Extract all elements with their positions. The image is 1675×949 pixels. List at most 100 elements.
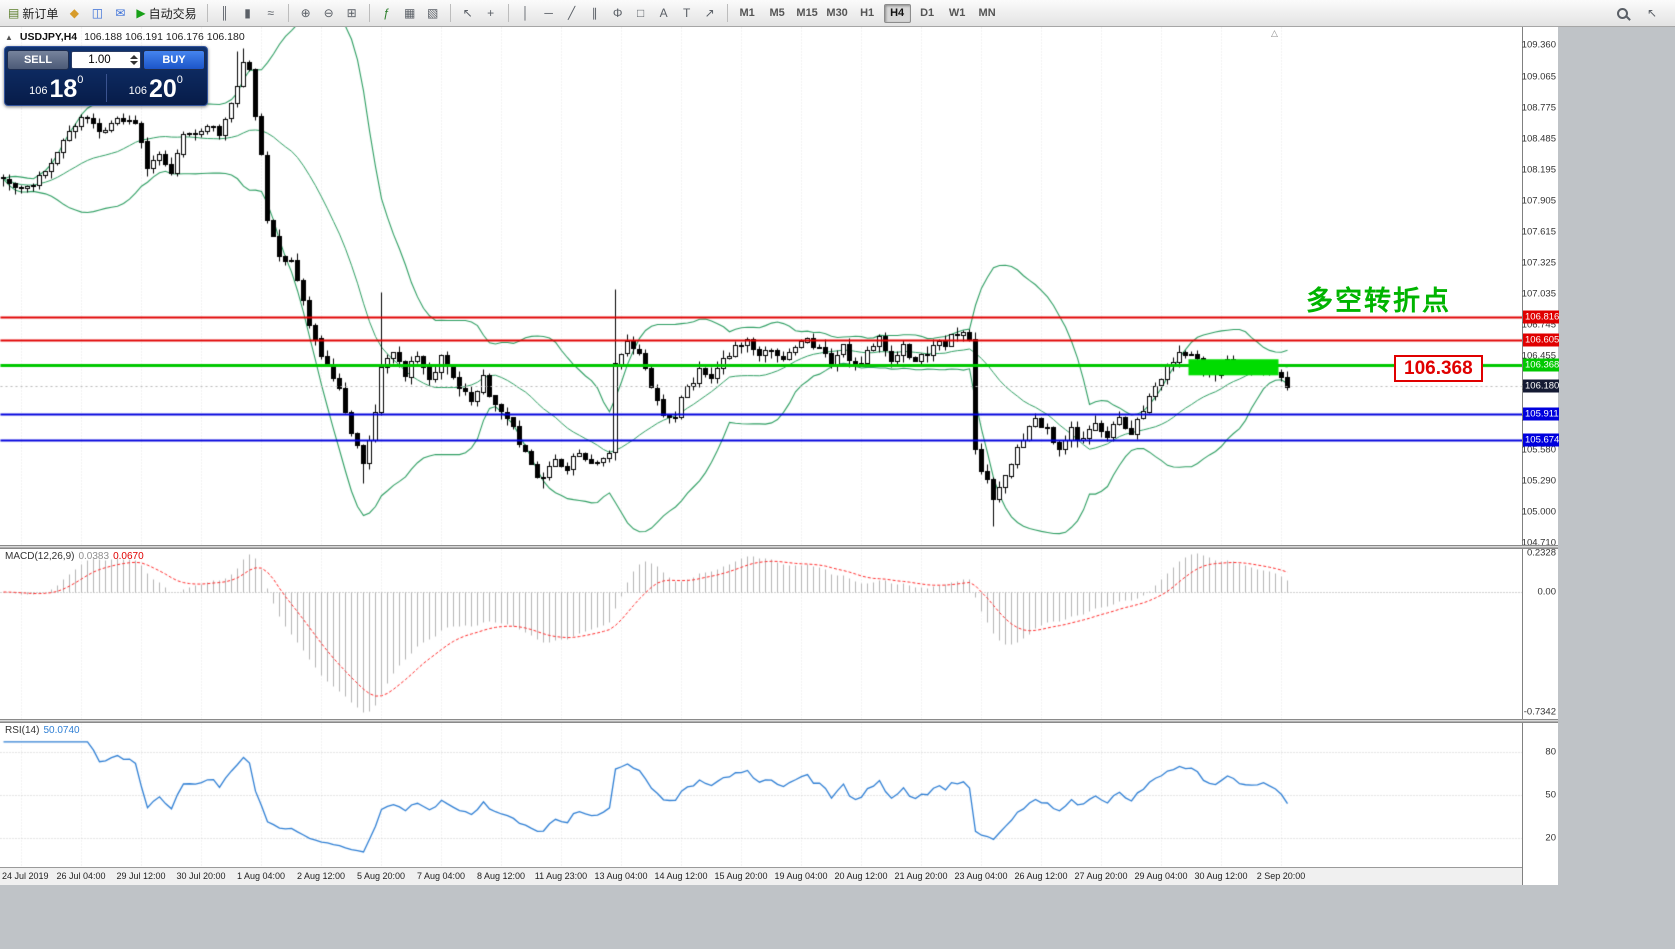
search-icon [1616, 7, 1628, 19]
cursor-tool-button[interactable]: ↖ [1641, 3, 1663, 24]
scale-tick-label: 108.195 [1521, 164, 1556, 176]
time-axis[interactable]: 24 Jul 2019 26 Jul 04:00 29 Jul 12:00 30 Ju… [0, 867, 1522, 885]
trade-panel-prices: 106 18 0 106 20 0 [7, 72, 205, 104]
horizontal-line-icon: ─ [544, 6, 553, 20]
scale-tick-label: 107.615 [1521, 226, 1556, 238]
chat-button[interactable]: ✉ [109, 3, 131, 24]
zoom-out-button[interactable]: ⊖ [318, 3, 340, 24]
volume-value[interactable]: 1.00 [88, 54, 111, 66]
chart-plot-area[interactable] [0, 27, 1522, 867]
time-axis-label: 30 Jul 20:00 [176, 871, 226, 881]
scale-tick-label: 109.065 [1521, 71, 1556, 83]
scale-tick-label: 107.035 [1521, 288, 1556, 300]
crosshair-button[interactable]: + [480, 3, 502, 24]
price-level-tag: 106.816 [1523, 310, 1560, 324]
price-level-tag: 105.911 [1523, 407, 1559, 421]
time-axis-label: 2 Sep 20:00 [1256, 871, 1306, 881]
timeframe-m1-button[interactable]: M1 [734, 4, 761, 23]
timeframe-m30-button[interactable]: M30 [824, 4, 851, 23]
macd-main-value: 0.0383 [78, 551, 110, 562]
sell-price[interactable]: 106 18 0 [7, 72, 106, 104]
toolbar-separator [287, 4, 289, 22]
time-axis-label: 29 Aug 04:00 [1134, 871, 1188, 881]
time-axis-label: 30 Aug 12:00 [1194, 871, 1248, 881]
bar-chart-button[interactable]: ║ [214, 3, 236, 24]
toolbar-separator [507, 4, 509, 22]
arrows-icon: ↗ [704, 6, 715, 20]
cursor-icon: ↖ [1646, 6, 1658, 20]
arrows-button[interactable]: ↗ [699, 3, 721, 24]
time-axis-label: 21 Aug 20:00 [894, 871, 948, 881]
cursor-button[interactable]: ↖ [457, 3, 479, 24]
timeframe-h4-button[interactable]: H4 [883, 3, 911, 23]
line-chart-button[interactable]: ≈ [260, 3, 282, 24]
scale-tick-label: 108.775 [1521, 102, 1556, 114]
templates-button[interactable]: ▧ [422, 3, 444, 24]
text-button[interactable]: A [653, 3, 675, 24]
rsi-panel-splitter[interactable] [0, 719, 1558, 723]
time-axis-label: 2 Aug 12:00 [296, 871, 346, 881]
zoom-out-icon: ⊖ [323, 6, 334, 20]
sell-button[interactable]: SELL [7, 50, 69, 70]
toolbar: ▤ 新订单 ◆ ◫ ✉ ▶ 自动交易 ║ ▮ ≈ ⊕ ⊖ ⊞ ƒ ▦ ▧ ↖ + │ ─ ╱ ∥ Φ □ A T ↗ M1 M5 M15… [0, 0, 1675, 27]
new-order-label: 新订单 [22, 6, 59, 21]
templates-icon: ▧ [426, 6, 439, 20]
trendline-button[interactable]: ╱ [561, 3, 583, 24]
new-order-button[interactable]: ▤ 新订单 [4, 3, 62, 24]
text-label-button[interactable]: T [676, 3, 698, 24]
volume-stepper[interactable]: 1.00 [71, 51, 141, 69]
search-button[interactable] [1611, 3, 1633, 24]
fibonacci-button[interactable]: Φ [607, 3, 629, 24]
volume-up-icon[interactable] [130, 55, 138, 59]
time-axis-label: 8 Aug 12:00 [476, 871, 526, 881]
volume-down-icon[interactable] [130, 61, 138, 65]
time-axis-label: 26 Jul 04:00 [56, 871, 106, 881]
equidistant-channel-button[interactable]: ∥ [584, 3, 606, 24]
zoom-in-button[interactable]: ⊕ [295, 3, 317, 24]
buy-button[interactable]: BUY [143, 50, 205, 70]
bar-chart-icon: ║ [220, 6, 229, 20]
macd-indicator-label: MACD(12,26,9) 0.0383 0.0670 [5, 551, 144, 562]
indicators-button[interactable]: ƒ [376, 3, 398, 24]
vertical-line-button[interactable]: │ [515, 3, 537, 24]
tile-windows-button[interactable]: ⊞ [341, 3, 363, 24]
scale-tick-label: 106.455 [1521, 350, 1556, 362]
one-click-panel-toggle-icon[interactable]: ▲ [5, 32, 13, 42]
buy-price-big: 20 [148, 75, 177, 103]
periods-button[interactable]: ▦ [399, 3, 421, 24]
symbols-icon: ◆ [69, 6, 79, 20]
sell-price-small: 106 [29, 85, 48, 98]
market-watch-button[interactable]: ◫ [86, 3, 108, 24]
time-axis-label: 14 Aug 12:00 [654, 871, 708, 881]
equidistant-channel-icon: ∥ [591, 6, 598, 20]
timeframe-m15-button[interactable]: M15 [794, 4, 821, 23]
time-axis-label: 29 Jul 12:00 [116, 871, 166, 881]
shapes-button[interactable]: □ [630, 3, 652, 24]
market-watch-icon: ◫ [91, 6, 104, 20]
time-axis-label: 7 Aug 04:00 [416, 871, 466, 881]
trendline-icon: ╱ [567, 6, 576, 20]
scale-tick-label: 104.710 [1521, 537, 1556, 549]
symbols-button[interactable]: ◆ [63, 3, 85, 24]
macd-panel-splitter[interactable] [0, 545, 1558, 549]
chart-shift-marker[interactable]: △ [1271, 28, 1278, 38]
price-callout-box: 106.368 [1394, 355, 1483, 382]
horizontal-line-button[interactable]: ─ [538, 3, 560, 24]
scale-tick-label: -0.7342 [1523, 706, 1556, 717]
timeframe-m5-button[interactable]: M5 [764, 4, 791, 23]
sell-price-sup: 0 [77, 74, 84, 86]
timeframe-h1-button[interactable]: H1 [854, 4, 881, 23]
timeframe-mn-button[interactable]: MN [974, 4, 1001, 23]
line-chart-icon: ≈ [267, 6, 274, 20]
scale-tick-label: 105.290 [1521, 475, 1556, 487]
price-scale[interactable]: 109.360 109.065 108.775 108.485 108.195 107.9… [1521, 27, 1560, 885]
timeframe-d1-button[interactable]: D1 [914, 4, 941, 23]
auto-trading-button[interactable]: ▶ 自动交易 [132, 3, 200, 24]
timeframe-w1-button[interactable]: W1 [944, 4, 971, 23]
time-axis-label: 15 Aug 20:00 [714, 871, 768, 881]
buy-price[interactable]: 106 20 0 [107, 72, 206, 104]
candlestick-chart-button[interactable]: ▮ [237, 3, 259, 24]
buy-price-small: 106 [128, 85, 147, 98]
toolbar-right-group: ↖ [1611, 3, 1671, 24]
